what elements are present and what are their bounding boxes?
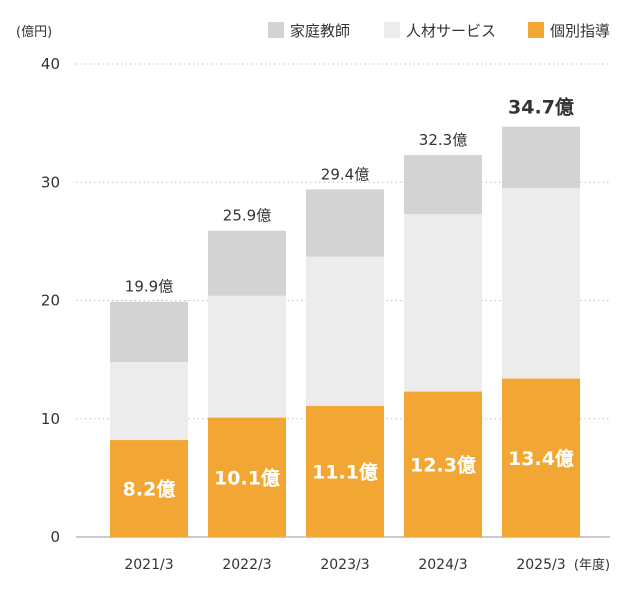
bar-segment-kobetsu-2025/3 [502,378,580,537]
x-tick-label: 2021/3 [124,557,173,573]
legend-label: 家庭教師 [290,22,350,40]
y-tick-label: 20 [41,292,60,310]
total-label: 32.3億 [419,131,467,149]
total-label: 34.7億 [508,96,574,119]
bar-segment-jinzai-2024/3 [404,214,482,392]
y-tick-label: 10 [41,410,60,428]
total-label: 25.9億 [223,207,271,225]
y-unit-label: (億円) [16,24,52,40]
total-label: 19.9億 [125,278,173,296]
legend-swatch [384,22,400,38]
legend-swatch [528,22,544,38]
bars-layer [110,126,580,537]
legend-swatch [268,22,284,38]
x-unit-label: (年度) [574,557,610,573]
bar-segment-jinzai-2022/3 [208,295,286,418]
bar-segment-jinzai-2021/3 [110,361,188,441]
bar-segment-kobetsu-2021/3 [110,440,188,537]
bar-segment-jinzai-2023/3 [306,256,384,406]
bar-segment-kobetsu-2022/3 [208,417,286,537]
labels-layer: 8.2億 19.9億 2021/3 10.1億 25.9億 2022/3 11.1億 29.4… [123,96,610,573]
segment-value-label: 12.3億 [410,453,476,476]
legend: 家庭教師 人材サービス 個別指導 [268,22,610,40]
segment-value-label: 10.1億 [214,466,280,489]
bar-segment-katei-2025/3 [502,126,580,189]
legend-label: 人材サービス [406,22,496,40]
bar-segment-kobetsu-2023/3 [306,405,384,537]
x-tick-label: 2025/3 [516,557,565,573]
bar-segment-kobetsu-2024/3 [404,391,482,537]
bar-segment-katei-2022/3 [208,230,286,296]
x-tick-label: 2023/3 [320,557,369,573]
legend-label: 個別指導 [550,22,610,40]
total-label: 29.4億 [321,165,369,183]
x-tick-label: 2022/3 [222,557,271,573]
y-tick-label: 0 [50,528,60,546]
bar-segment-katei-2021/3 [110,301,188,362]
y-tick-label: 40 [41,55,60,73]
bar-segment-katei-2024/3 [404,155,482,215]
y-tick-label: 30 [41,173,60,191]
bar-segment-katei-2023/3 [306,189,384,257]
x-tick-label: 2024/3 [418,557,467,573]
bar-segment-jinzai-2025/3 [502,188,580,379]
segment-value-label: 11.1億 [312,460,378,483]
segment-value-label: 13.4億 [508,447,574,470]
segment-value-label: 8.2億 [123,478,176,501]
